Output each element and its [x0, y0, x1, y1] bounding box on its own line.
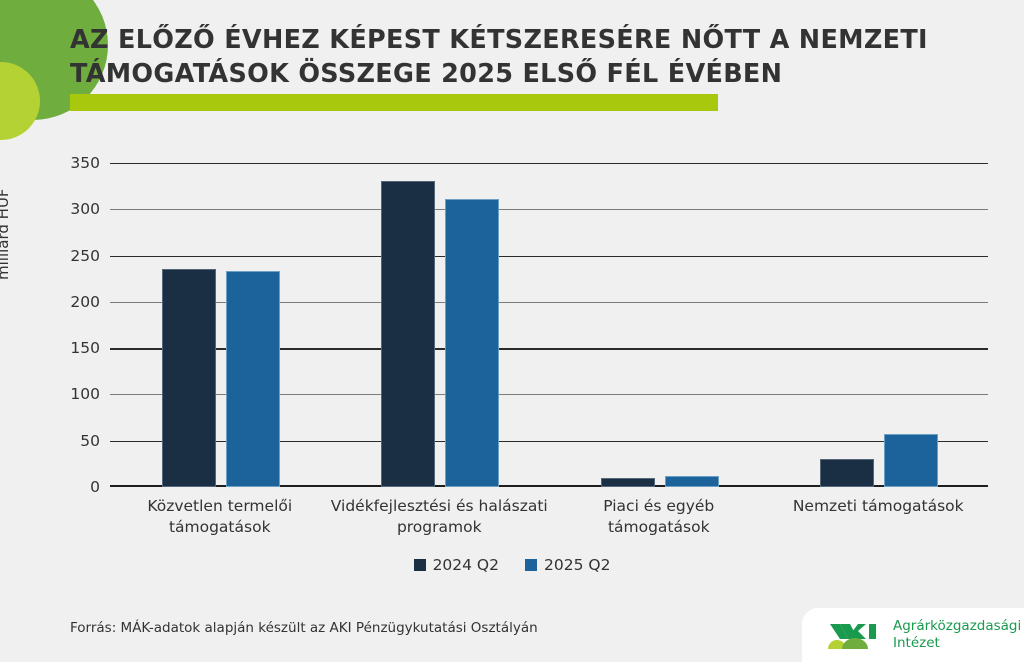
aki-logo: Agrárközgazdasági Intézet [802, 608, 1024, 662]
page-title: AZ ELŐZŐ ÉVHEZ KÉPEST KÉTSZERESÉRE NŐTT … [70, 24, 928, 91]
bar-1-2[interactable] [664, 475, 719, 487]
aki-logo-name-line-2: Intézet [893, 634, 940, 651]
x-axis-label-line: programok [396, 517, 482, 536]
y-axis-tick-labels: 350 300 250 200 150 100 50 0 [40, 154, 100, 496]
legend-swatch-icon [525, 559, 537, 571]
aki-logo-text: Agrárközgazdasági Intézet [893, 618, 1021, 652]
x-axis-label-line: támogatások [168, 517, 271, 536]
aki-logo-name-line-1: Agrárközgazdasági [893, 618, 1022, 634]
gridline [110, 209, 988, 211]
x-axis-category-label: Vidékfejlesztési és halászati programok [330, 496, 550, 538]
x-axis-line [110, 485, 988, 487]
gridline [110, 440, 988, 443]
legend-label: 2025 Q2 [544, 556, 611, 574]
x-axis-label-line: Vidékfejlesztési és halászati [330, 497, 548, 515]
bar-0-3[interactable] [820, 459, 875, 487]
y-axis-title: milliárd HUF [0, 188, 12, 280]
y-axis-tick-label: 350 [70, 154, 100, 172]
x-axis-category-label: Piaci és egyéb támogatások [549, 496, 769, 538]
x-axis-category-label: Közvetlen termelői támogatások [110, 496, 330, 538]
y-axis-tick-label: 150 [70, 339, 100, 358]
source-note: Forrás: MÁK-adatok alapján készült az AK… [70, 620, 538, 636]
x-axis-label-line: Nemzeti támogatások [792, 497, 964, 515]
y-axis-tick-label: 300 [70, 200, 100, 219]
chart-legend: 2024 Q2 2025 Q2 [0, 556, 1024, 574]
x-axis-label-line: Piaci és egyéb [603, 497, 715, 515]
title-line-2: TÁMOGATÁSOK ÖSSZEGE 2025 ELSŐ FÉL ÉVÉBEN [70, 58, 783, 89]
bar-1-3[interactable] [884, 434, 939, 487]
gridline [110, 394, 988, 396]
title-line-1: AZ ELŐZŐ ÉVHEZ KÉPEST KÉTSZERESÉRE NŐTT … [70, 25, 928, 55]
legend-swatch-icon [413, 559, 426, 571]
y-axis-tick-label: 50 [80, 431, 100, 450]
y-axis-tick-label: 250 [70, 246, 100, 265]
bar-0-2[interactable] [600, 477, 655, 487]
title-accent-rule [70, 94, 718, 111]
bar-0-1[interactable] [381, 181, 436, 487]
gridline [110, 163, 988, 165]
x-axis-label-line: támogatások [607, 517, 710, 536]
legend-item-0[interactable]: 2024 Q2 [413, 556, 499, 574]
bar-1-0[interactable] [225, 271, 280, 487]
plot-area [110, 163, 988, 487]
x-axis-label-line: Közvetlen termelői [147, 497, 293, 515]
x-axis-category-labels: Közvetlen termelői támogatások Vidékfejles… [110, 496, 988, 548]
gridline [110, 301, 988, 303]
legend-item-1[interactable]: 2025 Q2 [525, 556, 610, 574]
legend-label: 2024 Q2 [432, 556, 499, 574]
y-axis-tick-label: 200 [70, 292, 100, 311]
y-axis-tick-label: 0 [90, 478, 100, 496]
gridline [110, 255, 988, 257]
bar-0-0[interactable] [161, 269, 216, 487]
y-axis-tick-label: 100 [70, 385, 100, 404]
gridline [110, 348, 988, 350]
bar-1-1[interactable] [445, 198, 500, 487]
x-axis-category-label: Nemzeti támogatások [769, 496, 989, 517]
aki-logo-mark-icon [828, 623, 876, 649]
